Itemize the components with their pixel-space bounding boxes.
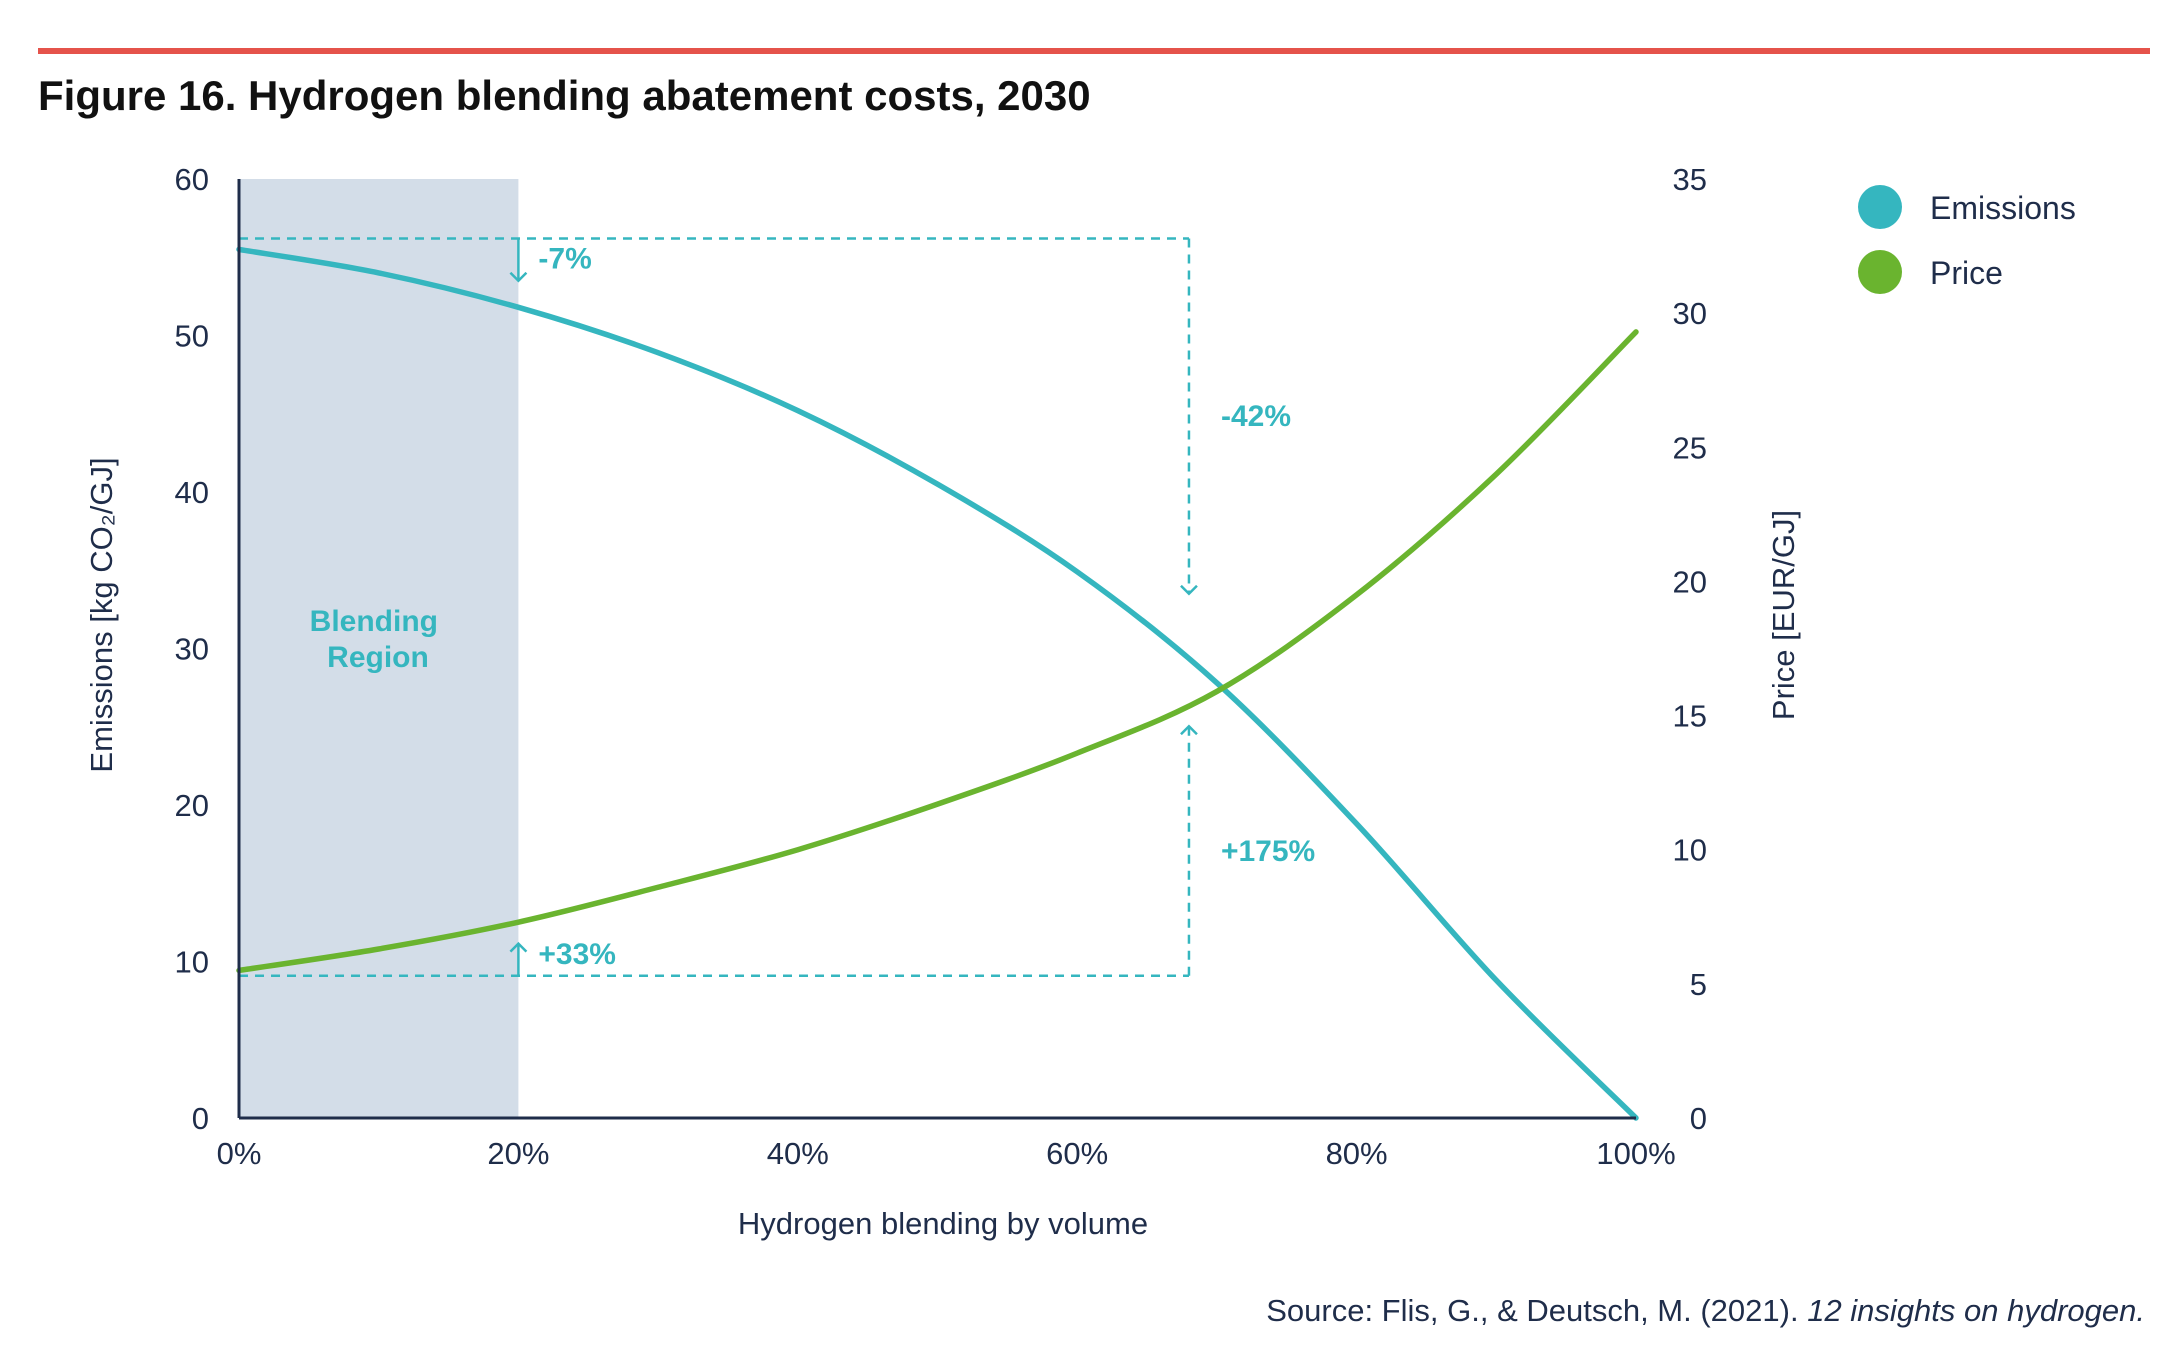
y-axis-right-label: Price [EUR/GJ] <box>1766 510 1801 720</box>
y-left-tick-label: 0 <box>192 1101 209 1136</box>
x-axis-label: Hydrogen blending by volume <box>738 1206 1148 1241</box>
x-tick-label: 40% <box>767 1136 829 1171</box>
annotation-emissions-20-arrowhead <box>509 271 528 283</box>
legend-label-price: Price <box>1930 255 2003 291</box>
blending-region-label: Blending Region <box>310 605 447 674</box>
legend-label-emissions: Emissions <box>1930 190 2076 226</box>
annotation-price-20-arrowhead <box>509 941 528 953</box>
y-left-tick-label: 10 <box>175 945 209 980</box>
annotation-price-68-arrowhead <box>1180 724 1198 736</box>
source-prefix: Source: Flis, G., & Deutsch, M. (2021). <box>1266 1293 1808 1328</box>
y-left-tick-label: 50 <box>175 319 209 354</box>
y-right-tick-label: 20 <box>1673 564 1707 599</box>
legend-item-price: Price <box>1858 250 2003 294</box>
y-right-tick-label: 0 <box>1690 1101 1707 1136</box>
y-left-tick-label: 60 <box>175 162 209 197</box>
y-right-tick-label: 15 <box>1673 699 1707 734</box>
title-rule <box>38 48 2150 54</box>
y-right-tick-label: 10 <box>1673 833 1707 868</box>
source-citation: Source: Flis, G., & Deutsch, M. (2021). … <box>1266 1293 2145 1329</box>
y-right-tick-label: 30 <box>1673 296 1707 331</box>
series-line-price <box>236 329 1639 974</box>
series-layer <box>236 246 1639 1121</box>
annotation-price-20-label: +33% <box>538 938 616 971</box>
x-tick-label: 20% <box>487 1136 549 1171</box>
annotation-emissions-68-arrowhead <box>1180 584 1198 596</box>
legend-swatch-price <box>1858 250 1902 294</box>
y-left-tick-label: 40 <box>175 475 209 510</box>
annotation-emissions-68-label: -42% <box>1221 400 1291 433</box>
legend: Emissions Price <box>1858 185 2076 294</box>
y-left-tick-label: 30 <box>175 632 209 667</box>
legend-swatch-emissions <box>1858 185 1902 229</box>
source-work: 12 insights on hydrogen. <box>1807 1293 2145 1328</box>
y-axis-left-label: Emissions [kg CO₂/GJ] <box>84 457 119 772</box>
x-tick-label: 80% <box>1326 1136 1388 1171</box>
y-left-tick-label: 20 <box>175 788 209 823</box>
annotation-layer: -7% -42% +33% +175% <box>239 237 1315 978</box>
annotation-price-68-label: +175% <box>1221 835 1315 868</box>
x-tick-label: 0% <box>217 1136 262 1171</box>
x-tick-label: 100% <box>1596 1136 1675 1171</box>
series-line-emissions <box>236 246 1639 1121</box>
y-right-tick-label: 35 <box>1673 162 1707 197</box>
legend-item-emissions: Emissions <box>1858 185 2076 229</box>
figure-title: Figure 16. Hydrogen blending abatement c… <box>38 72 1091 119</box>
annotation-emissions-20-label: -7% <box>538 242 591 275</box>
y-right-tick-label: 5 <box>1690 967 1707 1002</box>
axes-layer: 0% 20% 40% 60% 80% 100% 0 10 20 30 40 50 60 0 5 10 15 20 2… <box>175 162 1707 1171</box>
x-tick-label: 60% <box>1046 1136 1108 1171</box>
y-right-tick-label: 25 <box>1673 430 1707 465</box>
